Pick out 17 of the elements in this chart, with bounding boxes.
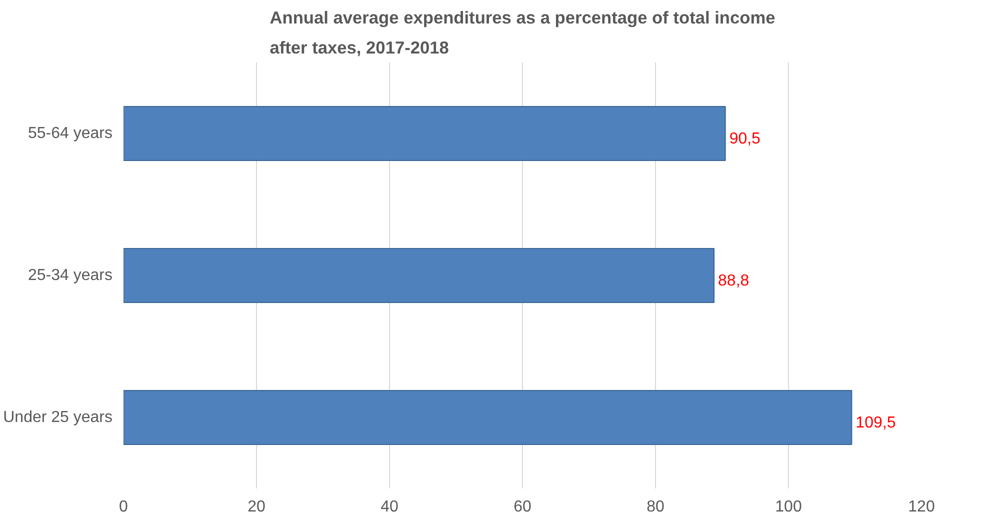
x-tick-label: 20 (248, 498, 266, 516)
bar (124, 106, 726, 161)
chart-title: Annual average expenditures as a percentage of total income after taxes, 2017-2018 (270, 8, 776, 58)
data-label: 109,5 (856, 414, 896, 432)
y-tick-label: 55-64 years (28, 125, 113, 142)
x-tick-label: 100 (775, 498, 802, 516)
x-tick-label: 60 (514, 498, 532, 516)
y-tick-label: Under 25 years (3, 409, 112, 426)
data-label: 90,5 (729, 130, 761, 148)
y-tick-label: 25-34 years (28, 267, 113, 284)
x-tick-label: 0 (119, 498, 128, 516)
data-label: 88,8 (718, 272, 750, 290)
x-tick-label: 80 (646, 498, 664, 516)
bar (124, 248, 715, 303)
bar (124, 390, 852, 445)
x-tick-label: 120 (908, 498, 935, 516)
x-tick-label: 40 (380, 498, 398, 516)
